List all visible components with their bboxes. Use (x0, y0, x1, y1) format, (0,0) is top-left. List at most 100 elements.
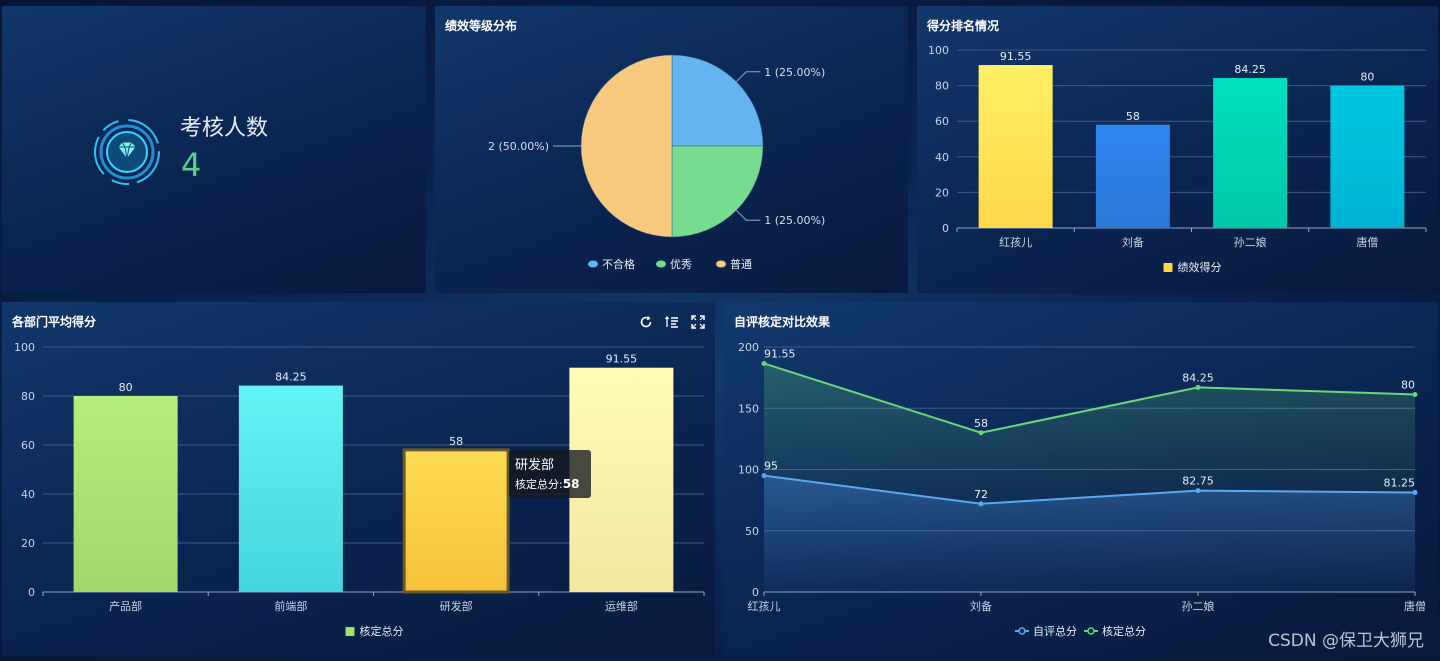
compare-title: 自评核定对比效果 (734, 315, 831, 329)
rank-title: 得分排名情况 (927, 19, 1000, 33)
point-1-1 (978, 430, 984, 436)
diamond-icon (92, 117, 162, 187)
area-series-1 (764, 363, 1415, 504)
point-label-0-2: 82.75 (1182, 475, 1214, 488)
kpi-label: 考核人数 (180, 116, 269, 141)
chart-toolbox (639, 314, 705, 329)
pie-title: 绩效等级分布 (445, 19, 518, 33)
kpi-panel: 考核人数 4 (2, 6, 426, 293)
y-tick-5: 100 (14, 341, 35, 354)
point-0-1 (978, 501, 984, 507)
bar-1 (1095, 124, 1170, 228)
x-tick-label-1: 刘备 (1122, 235, 1144, 249)
bar-0 (978, 65, 1053, 228)
bar-value-label-3: 80 (1360, 71, 1374, 84)
compare-chart: 0 50 100 150 200 红孩儿 刘备 孙二娘 唐僧 95 72 82.75 81.25 91.5… (738, 341, 1426, 638)
legend-label: 绩效得分 (1178, 260, 1222, 274)
point-1-0 (761, 360, 767, 366)
x-tick-label-1: 前端部 (274, 599, 307, 613)
x-tick-label-0: 产品部 (109, 599, 142, 613)
point-label-0-1: 72 (974, 488, 988, 501)
bar-2 (402, 448, 510, 594)
y-tick-3: 60 (935, 115, 949, 128)
bar-2 (1213, 78, 1288, 228)
pie-slice-1 (671, 145, 764, 238)
area-series-0 (764, 475, 1415, 592)
tooltip-title: 研发部 (515, 458, 555, 473)
y-tick-1: 50 (745, 525, 759, 538)
x-tick-label-0: 红孩儿 (999, 236, 1032, 249)
x-tick-label-2: 孙二娘 (1234, 235, 1267, 249)
point-label-0-3: 81.25 (1384, 476, 1416, 489)
line-series-0 (763, 474, 1416, 505)
legend-swatch-2 (716, 260, 726, 268)
bar-value-label-2: 84.25 (1234, 63, 1266, 76)
y-tick-0: 0 (752, 586, 759, 599)
dept-chart: 02040608010080产品部84.25前端部58研发部91.55运维部核定… (14, 341, 705, 638)
refresh-icon[interactable] (639, 314, 653, 328)
y-tick-3: 60 (21, 439, 35, 452)
tooltip: 研发部 核定总分:58 (509, 450, 591, 498)
point-label-1-2: 84.25 (1182, 371, 1214, 384)
watermark: CSDN @保卫大狮兄 (1268, 631, 1424, 651)
point-label-1-3: 80 (1401, 378, 1415, 391)
tooltip-row: 核定总分:58 (515, 476, 585, 492)
y-tick-4: 80 (935, 80, 949, 93)
legend-label-2: 普通 (730, 257, 752, 271)
bar-value-label-1: 84.25 (275, 371, 307, 384)
y-tick-3: 150 (738, 402, 759, 415)
line-series-1 (763, 362, 1416, 434)
pie-label-line-1 (735, 209, 761, 221)
bar-value-label-0: 91.55 (1000, 50, 1032, 63)
x-tick-label-1: 刘备 (970, 599, 992, 613)
x-tick-label-2: 研发部 (440, 599, 473, 613)
y-tick-0: 0 (942, 222, 949, 235)
data-view-icon[interactable] (664, 314, 679, 328)
legend-swatch-1 (656, 260, 666, 268)
y-tick-4: 200 (738, 341, 759, 354)
x-tick-label-3: 唐僧 (1404, 599, 1426, 613)
point-0-2 (1195, 488, 1201, 494)
dept-title: 各部门平均得分 (12, 315, 97, 329)
x-tick-label-3: 唐僧 (1356, 235, 1378, 249)
tooltip-series: 核定总分: (515, 478, 563, 491)
point-1-3 (1412, 391, 1418, 397)
y-tick-2: 40 (935, 151, 949, 164)
rank-panel: 得分排名情况 0 20 40 60 80 100 91.55 红孩儿 58 刘备 84.25 孙二娘 8… (917, 6, 1438, 293)
x-tick-label-2: 孙二娘 (1182, 599, 1215, 613)
bar-value-label-3: 91.55 (606, 353, 638, 366)
pie-slice-2 (580, 54, 673, 238)
kpi-value: 4 (181, 146, 202, 184)
legend-label: 核定总分 (360, 624, 404, 638)
bar-1 (238, 385, 343, 592)
bar-0 (73, 396, 178, 592)
point-label-0-0: 95 (764, 460, 778, 473)
y-tick-5: 100 (928, 44, 949, 57)
pie-slice-0 (671, 54, 764, 147)
tooltip-value: 58 (562, 477, 580, 491)
legend-label-0: 不合格 (602, 257, 635, 271)
x-tick-label-0: 红孩儿 (748, 600, 781, 613)
point-label-1-0: 91.55 (764, 347, 796, 360)
compare-panel: 自评核定对比效果 0 50 100 150 200 红孩儿 刘备 孙二娘 唐僧 95 72 82.75… (724, 302, 1438, 656)
bar-value-label-0: 80 (119, 381, 133, 394)
x-tick-label-3: 运维部 (605, 599, 638, 613)
pie-chart: 1 (25.00%) 1 (25.00%) 2 (50.00%) 不合格 优秀 普通 (488, 54, 825, 271)
point-1-2 (1195, 384, 1201, 390)
y-tick-4: 80 (21, 390, 35, 403)
legend-marker-1 (1087, 627, 1095, 635)
y-tick-2: 40 (21, 488, 35, 501)
point-label-1-1: 58 (974, 417, 988, 430)
y-tick-1: 20 (935, 186, 949, 199)
pie-label-2: 2 (50.00%) (488, 140, 549, 153)
bar-3 (1330, 85, 1405, 228)
legend-marker-0 (1018, 627, 1026, 635)
dept-panel: 各部门平均得分 0 20 40 60 80 100 80 产品部 84.25 前端部 58 研发部 91… (2, 302, 715, 656)
y-tick-0: 0 (28, 586, 35, 599)
legend-swatch-0 (588, 260, 598, 268)
point-0-3 (1412, 489, 1418, 495)
pie-label-0: 1 (25.00%) (764, 66, 825, 79)
pie-label-line-0 (735, 71, 761, 83)
fullscreen-icon[interactable] (691, 314, 705, 329)
